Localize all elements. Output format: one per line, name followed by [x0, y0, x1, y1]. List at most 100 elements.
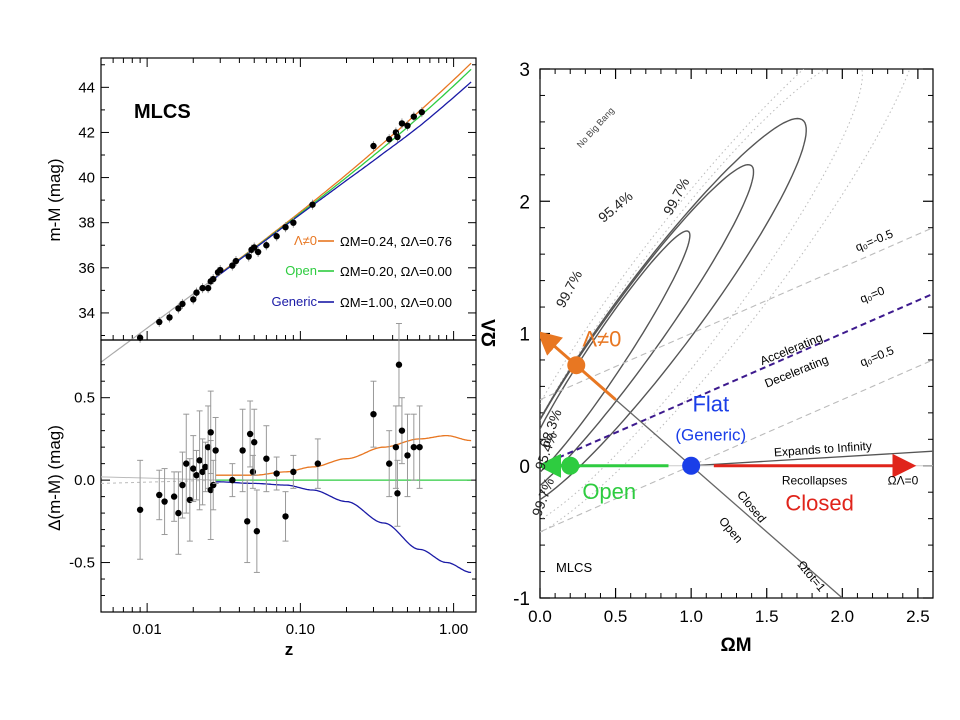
top-data-point — [309, 201, 316, 208]
bottom-data-point — [416, 443, 423, 451]
top-y-tick-label: 44 — [78, 79, 95, 96]
top-data-point — [156, 318, 163, 326]
bottom-data-point — [394, 490, 401, 497]
bottom-lowz-reference-dashed — [100, 479, 221, 484]
top-data-point — [245, 253, 252, 260]
marker-lambda — [567, 356, 586, 375]
bottom-x-tick-label: 0.10 — [286, 621, 315, 638]
contour-label: 99.7% — [529, 476, 558, 519]
bottom-data-point — [263, 455, 270, 462]
bottom-data-point — [183, 460, 190, 467]
right-x-tick-label: 2.5 — [906, 607, 930, 626]
bottom-curve-Λ≠0 — [215, 434, 472, 476]
recollapses-label: Recollapses — [782, 473, 847, 487]
bottom-x-tick-label: 0.01 — [133, 621, 162, 638]
bottom-data-point — [207, 429, 214, 436]
top-left-panel: MLCS m-M (mag) 34 36 38 40 42 44 Λ≠0 ΩM=0.24, … — [45, 57, 477, 363]
right-x-tick-label: 1.5 — [755, 607, 779, 626]
right-x-tick-label: 0.5 — [604, 607, 628, 626]
flat-marker-sublabel: (Generic) — [675, 426, 746, 445]
bottom-data-point — [190, 465, 197, 472]
bottom-data-point — [249, 468, 257, 476]
bottom-data-point — [273, 470, 280, 477]
top-data-point — [217, 266, 224, 274]
bottom-data-point — [179, 481, 186, 489]
bottom-data-point — [193, 471, 200, 479]
bottom-data-point — [199, 468, 206, 476]
bottom-data-point — [395, 361, 403, 368]
q-line — [540, 359, 933, 533]
q-line-label: q₀=0 — [858, 283, 887, 306]
bottom-data-point — [398, 427, 406, 434]
bottom-data-point — [392, 443, 400, 451]
top-data-point — [190, 296, 197, 303]
right-y-tick-label: 0 — [519, 457, 530, 478]
bottom-data-points — [136, 323, 423, 573]
bottom-data-point — [161, 498, 168, 505]
right-plot-area — [540, 69, 933, 598]
top-data-point — [229, 262, 236, 269]
top-y-ticks: 34 36 38 40 42 44 — [78, 64, 476, 336]
top-data-point — [251, 244, 258, 251]
bottom-data-point — [207, 486, 214, 494]
omega-tot-label: Ωtot=1 — [795, 558, 829, 595]
top-legend: Λ≠0 ΩM=0.24, ΩΛ=0.76 Open ΩM=0.20, ΩΛ=0.00 G… — [271, 233, 452, 310]
top-data-points — [136, 107, 425, 343]
right-y-tick-label: 3 — [519, 60, 530, 81]
bottom-data-point — [410, 443, 418, 451]
bottom-data-point — [244, 518, 251, 525]
marker-open — [561, 456, 580, 475]
q-line — [540, 227, 933, 401]
bottom-data-point — [404, 452, 411, 459]
bottom-data-point — [186, 496, 194, 504]
legend-label-Generic: ΩM=1.00, ΩΛ=0.00 — [340, 295, 452, 310]
marker-flat — [682, 456, 701, 475]
top-data-point — [273, 233, 280, 240]
bottom-data-point — [386, 460, 393, 467]
top-y-tick-label: 36 — [78, 260, 95, 277]
top-data-point — [290, 219, 297, 226]
bottom-left-panel: Δ(m-M) (mag) z -0.5 0.0 0.5 0.01 0.10 1.00 — [45, 323, 477, 659]
flat-marker-label: Flat — [692, 392, 729, 417]
top-curve-Generic — [215, 81, 472, 279]
q-line-label: q₀=-0.5 — [853, 226, 895, 254]
contour-label: 95.4% — [595, 188, 636, 226]
right-corner-label: MLCS — [556, 560, 592, 575]
right-axis-ticks: 0.0 0.5 1.0 1.5 2.0 2.5 -1 0 1 2 3 — [513, 60, 933, 626]
bottom-data-point — [202, 463, 209, 471]
bottom-y-tick-label: 0.0 — [74, 472, 95, 489]
legend-name-Λ≠0: Λ≠0 — [294, 233, 317, 248]
bottom-axis-ticks: -0.5 0.0 0.5 0.01 0.10 1.00 — [69, 364, 476, 638]
confidence-contour-99.7% — [540, 117, 807, 501]
bottom-data-point — [136, 506, 144, 513]
top-data-point — [404, 122, 411, 129]
expands-label: Expands to Infinity — [774, 439, 873, 460]
bottom-data-point — [290, 468, 297, 476]
no-big-bang-label: No Big Bang — [575, 105, 616, 149]
right-y-tick-label: 2 — [519, 192, 530, 213]
top-data-point — [370, 142, 377, 150]
bottom-y-tick-label: -0.5 — [69, 555, 95, 572]
top-data-point — [166, 314, 173, 321]
bottom-data-point — [282, 513, 289, 520]
bottom-data-point — [196, 457, 203, 464]
contour-label: 99.7% — [660, 175, 693, 218]
top-y-tick-label: 38 — [78, 215, 95, 232]
bottom-data-point — [253, 528, 261, 535]
bottom-data-point — [370, 410, 377, 418]
top-data-point — [232, 257, 240, 265]
legend-label-Λ≠0: ΩM=0.24, ΩΛ=0.76 — [340, 234, 452, 249]
top-data-point — [179, 300, 186, 308]
closed-marker-label: Closed — [785, 491, 853, 516]
top-y-tick-label: 40 — [78, 170, 95, 187]
bottom-x-axis-label: z — [285, 640, 294, 659]
top-data-point — [263, 242, 270, 249]
q-line — [540, 292, 933, 467]
q-line-label: q₀=0.5 — [858, 343, 896, 369]
top-y-axis-label: m-M (mag) — [45, 158, 64, 241]
bottom-y-axis-label: Δ(m-M) (mag) — [45, 425, 64, 531]
right-y-axis-label: ΩΛ — [479, 319, 500, 347]
top-data-point — [175, 305, 182, 312]
bottom-data-point — [204, 443, 212, 451]
